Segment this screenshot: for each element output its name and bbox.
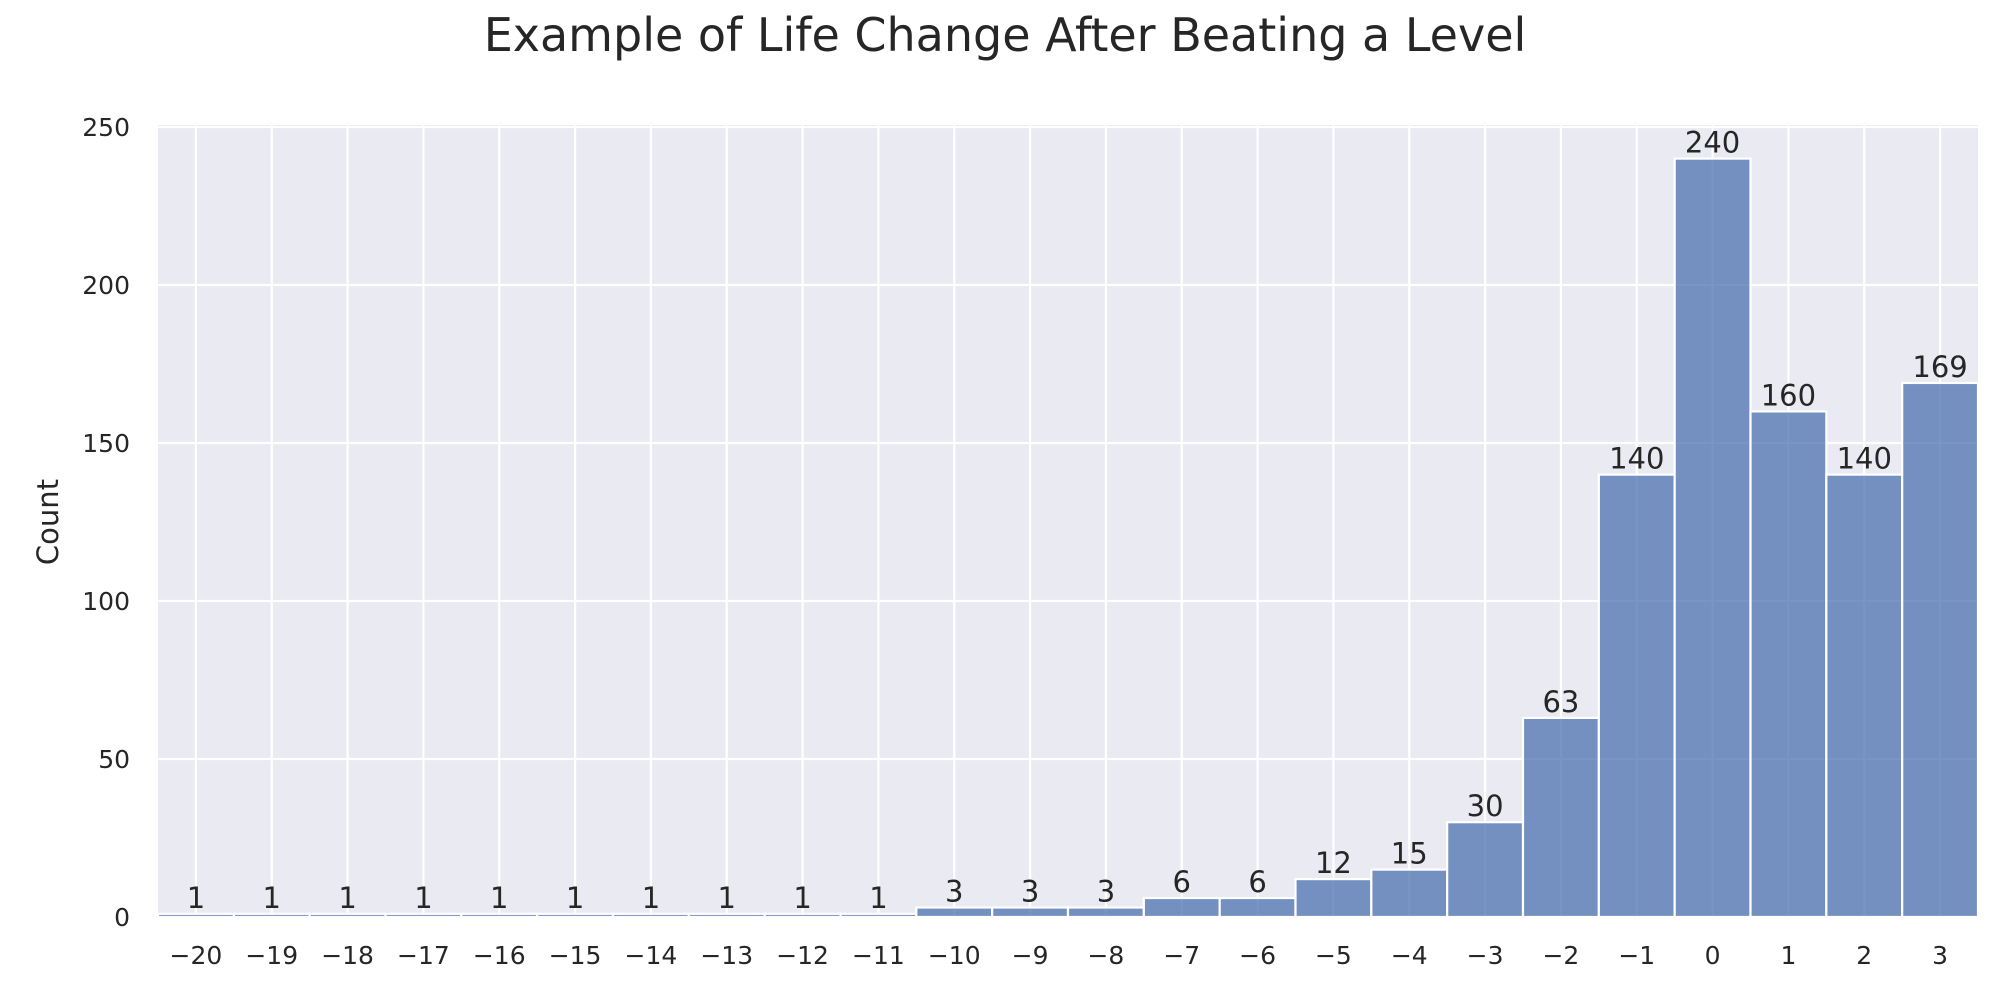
bar-data-label: 3 bbox=[1021, 875, 1039, 909]
bar-data-label: 63 bbox=[1542, 685, 1579, 719]
bar bbox=[1749, 410, 1828, 919]
bar-data-label: 1 bbox=[869, 881, 887, 915]
x-tick-label: −6 bbox=[1239, 941, 1276, 970]
x-tick-label: −10 bbox=[928, 941, 981, 970]
x-tick-label: −4 bbox=[1391, 941, 1428, 970]
bar-data-label: 140 bbox=[1609, 442, 1664, 476]
x-tick-label: −18 bbox=[321, 941, 374, 970]
y-tick-label: 150 bbox=[82, 429, 130, 458]
bar-data-label: 1 bbox=[566, 881, 584, 915]
y-tick-label: 50 bbox=[98, 745, 130, 774]
x-tick-label: −1 bbox=[1618, 941, 1655, 970]
bar-data-label: 1 bbox=[642, 881, 660, 915]
x-tick-label: −17 bbox=[397, 941, 450, 970]
bar bbox=[915, 906, 994, 919]
bar bbox=[1446, 821, 1525, 919]
x-tick-label: 3 bbox=[1932, 941, 1948, 970]
x-tick-label: −3 bbox=[1467, 941, 1504, 970]
y-tick-label: 100 bbox=[82, 587, 130, 616]
bar bbox=[1370, 868, 1449, 919]
x-tick-label: −5 bbox=[1315, 941, 1352, 970]
bar-data-label: 1 bbox=[793, 881, 811, 915]
bar-data-label: 140 bbox=[1837, 442, 1892, 476]
bar-data-label: 15 bbox=[1391, 837, 1428, 871]
bar bbox=[1673, 157, 1752, 919]
bar bbox=[1521, 716, 1600, 919]
x-tick-label: 2 bbox=[1856, 941, 1872, 970]
bar-data-label: 1 bbox=[263, 881, 281, 915]
bar bbox=[1901, 381, 1980, 919]
bar-data-label: 1 bbox=[414, 881, 432, 915]
bar bbox=[1218, 896, 1297, 919]
x-tick-label: 1 bbox=[1780, 941, 1796, 970]
x-tick-label: 0 bbox=[1705, 941, 1721, 970]
x-tick-label: −14 bbox=[625, 941, 678, 970]
bar bbox=[1142, 896, 1221, 919]
y-tick-label: 0 bbox=[114, 903, 130, 932]
x-tick-label: −16 bbox=[473, 941, 526, 970]
bar-data-label: 3 bbox=[1097, 875, 1115, 909]
bar-data-label: 169 bbox=[1912, 350, 1967, 384]
y-tick-label: 250 bbox=[82, 113, 130, 142]
bar-data-label: 6 bbox=[1173, 865, 1191, 899]
x-tick-label: −19 bbox=[245, 941, 298, 970]
x-tick-label: −12 bbox=[776, 941, 829, 970]
y-axis-label: Count bbox=[31, 479, 65, 565]
x-tick-label: −2 bbox=[1542, 941, 1579, 970]
x-tick-label: −11 bbox=[852, 941, 905, 970]
bar-data-label: 1 bbox=[187, 881, 205, 915]
x-tick-label: −8 bbox=[1087, 941, 1124, 970]
bar-data-label: 1 bbox=[718, 881, 736, 915]
x-tick-label: −13 bbox=[700, 941, 753, 970]
bar-data-label: 3 bbox=[945, 875, 963, 909]
bar bbox=[1294, 877, 1373, 919]
chart-title: Example of Life Change After Beating a L… bbox=[483, 8, 1527, 62]
bar-data-label: 1 bbox=[490, 881, 508, 915]
bar bbox=[1597, 473, 1676, 919]
x-tick-label: −9 bbox=[1012, 941, 1049, 970]
x-tick-label: −7 bbox=[1163, 941, 1200, 970]
bar-data-label: 160 bbox=[1761, 378, 1816, 412]
bar bbox=[1825, 473, 1904, 919]
bar-data-label: 6 bbox=[1248, 865, 1266, 899]
bar-data-label: 240 bbox=[1685, 126, 1740, 160]
y-tick-label: 200 bbox=[82, 271, 130, 300]
bar-data-label: 12 bbox=[1315, 846, 1352, 880]
bar bbox=[1066, 906, 1145, 919]
x-tick-label: −15 bbox=[549, 941, 602, 970]
bar-data-label: 30 bbox=[1467, 789, 1504, 823]
bar bbox=[991, 906, 1070, 919]
bar-data-label: 1 bbox=[338, 881, 356, 915]
x-tick-label: −20 bbox=[170, 941, 223, 970]
